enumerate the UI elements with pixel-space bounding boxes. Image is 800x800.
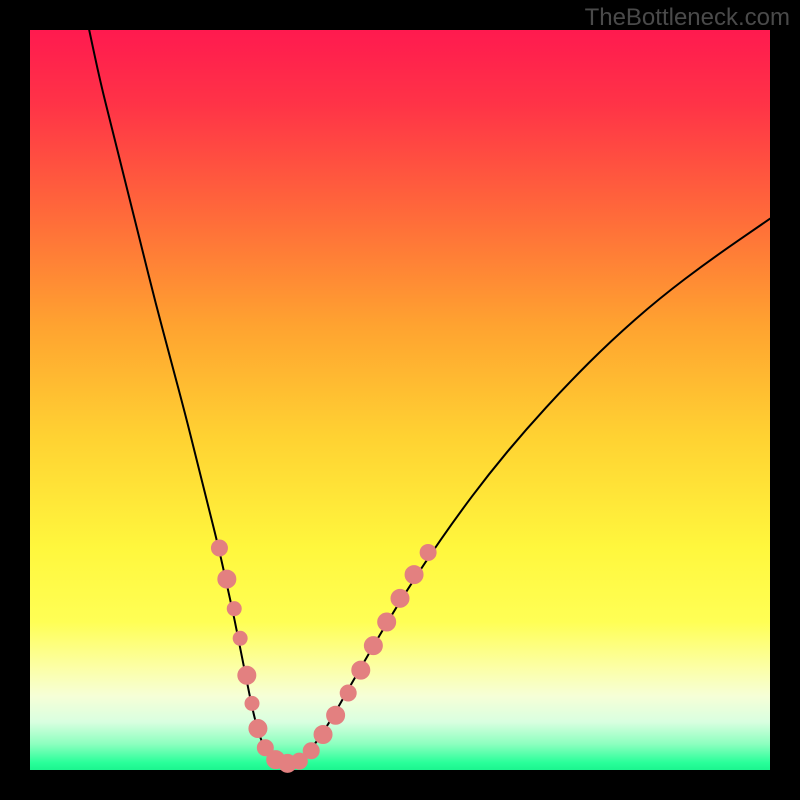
data-marker	[211, 540, 227, 556]
data-marker	[218, 570, 236, 588]
chart-frame: TheBottleneck.com	[0, 0, 800, 800]
data-marker	[238, 666, 256, 684]
data-marker	[352, 661, 370, 679]
watermark-text: TheBottleneck.com	[585, 4, 790, 32]
data-marker	[405, 566, 423, 584]
data-marker	[233, 631, 247, 645]
data-marker	[303, 743, 319, 759]
data-marker	[327, 706, 345, 724]
data-marker	[364, 637, 382, 655]
curve-layer	[30, 30, 770, 770]
data-marker	[227, 602, 241, 616]
data-marker	[420, 544, 436, 560]
data-marker	[391, 589, 409, 607]
marker-group	[211, 540, 436, 772]
data-marker	[245, 696, 259, 710]
bottleneck-curve	[89, 30, 770, 767]
data-marker	[314, 725, 332, 743]
plot-area	[30, 30, 770, 770]
data-marker	[378, 613, 396, 631]
data-marker	[249, 720, 267, 738]
data-marker	[340, 685, 356, 701]
